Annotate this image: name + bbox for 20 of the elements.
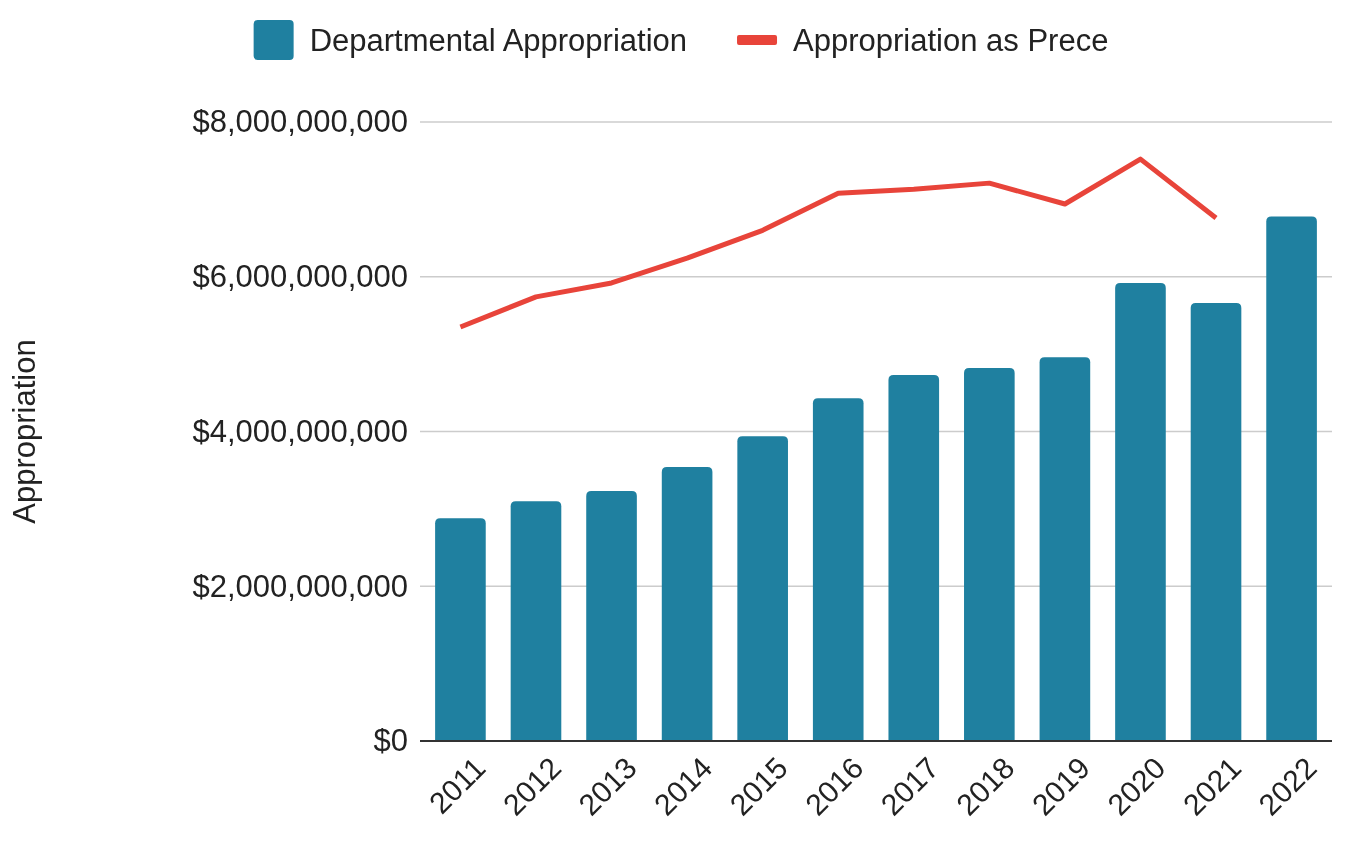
bar: [1266, 216, 1317, 741]
bar: [1115, 282, 1166, 741]
y-tick-label: $2,000,000,000: [192, 568, 408, 604]
bar: [1039, 357, 1091, 741]
bar: [435, 518, 486, 741]
bar: [661, 467, 713, 741]
y-tick-label: $6,000,000,000: [192, 259, 408, 295]
legend-label: Departmental Appropriation: [309, 23, 688, 58]
y-tick-label: $4,000,000,000: [192, 413, 408, 449]
y-tick-label: $0: [373, 723, 408, 759]
bar: [812, 398, 864, 741]
bar: [888, 375, 940, 741]
legend-label: Appropriation as Prece: [793, 23, 1109, 58]
bar: [586, 491, 637, 741]
y-tick-label: $8,000,000,000: [192, 104, 408, 140]
y-axis-title: Appropriation: [7, 339, 42, 524]
bar: [737, 436, 788, 741]
bar: [964, 368, 1015, 741]
bar: [1190, 303, 1242, 741]
bar: [510, 501, 562, 741]
